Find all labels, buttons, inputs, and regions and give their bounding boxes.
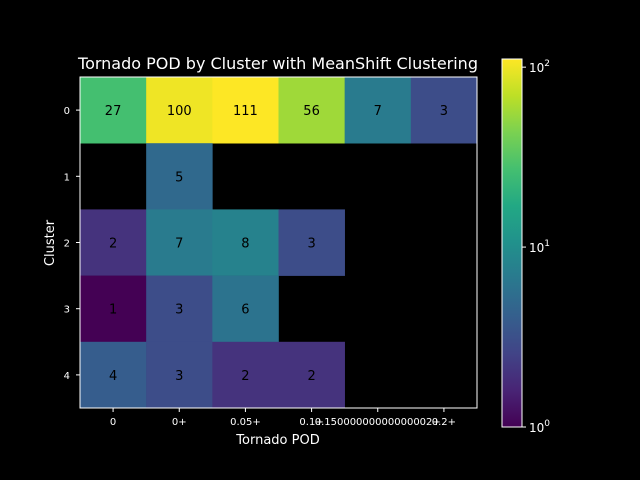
y-tick-label: 0 (64, 106, 70, 117)
y-axis-ticks: 0 1 2 3 4 (64, 106, 80, 382)
heatmap-cell (212, 275, 279, 343)
y-axis-label: Cluster (43, 219, 58, 266)
cell-value-label: 27 (105, 104, 122, 119)
colorbar-tick-label: 101 (529, 239, 550, 255)
x-tick-label: 0+ (172, 417, 187, 428)
y-tick-label: 1 (64, 172, 70, 183)
cell-value-label: 4 (109, 369, 117, 384)
x-tick-label: 0.15000000000000002+ (315, 417, 441, 428)
colorbar-tick-label: 102 (529, 59, 550, 75)
chart-title: Tornado POD by Cluster with MeanShift Cl… (77, 54, 478, 73)
heatmap-cell-labels: 27 100 111 56 7 352 7 8 31 3 64 3 2 2 (105, 104, 448, 384)
x-axis-label: Tornado POD (235, 433, 319, 448)
heatmap-cell (146, 341, 213, 409)
heatmap-cell (80, 275, 147, 343)
colorbar-ticks: 100 101 102 (522, 59, 550, 435)
heatmap-cell (212, 341, 279, 409)
x-tick-label: 0 (110, 417, 116, 428)
heatmap-cell (146, 275, 213, 343)
heatmap-cell (212, 77, 279, 144)
cell-value-label: 2 (109, 237, 117, 252)
x-tick-label: 0.1+ (299, 417, 323, 428)
x-axis-ticks: 0 0+ 0.05+ 0.1+0.15000000000000002+0.2+ (110, 408, 456, 428)
cell-value-label: 6 (241, 303, 249, 318)
cell-value-label: 2 (241, 369, 249, 384)
cell-value-label: 7 (374, 104, 382, 119)
heatmap-cell (278, 77, 345, 144)
cell-value-label: 5 (175, 170, 183, 185)
y-tick-label: 4 (64, 371, 70, 382)
cell-value-label: 3 (440, 104, 448, 119)
heatmap-cell (278, 341, 345, 409)
heatmap-cell (212, 209, 279, 276)
cell-value-label: 3 (175, 303, 183, 318)
cell-value-label: 56 (303, 104, 320, 119)
heatmap-cell (80, 209, 147, 276)
heatmap-cell (146, 209, 213, 276)
heatmap-cell (344, 77, 412, 144)
heatmap-cell (80, 341, 147, 409)
heatmap-cell (80, 77, 147, 144)
colorbar-tick-label: 100 (529, 419, 550, 435)
cell-value-label: 2 (307, 369, 315, 384)
cell-value-label: 1 (109, 303, 117, 318)
heatmap-cell (146, 77, 213, 144)
cell-value-label: 7 (175, 237, 183, 252)
cell-value-label: 3 (175, 369, 183, 384)
heatmap-cell (410, 77, 478, 144)
colorbar (501, 58, 523, 428)
cell-value-label: 100 (167, 104, 192, 119)
cell-value-label: 8 (241, 237, 249, 252)
x-tick-label: 0.2+ (432, 417, 456, 428)
x-tick-label: 0.05+ (230, 417, 261, 428)
cell-value-label: 3 (307, 237, 315, 252)
cell-value-label: 111 (233, 104, 258, 119)
heatmap-cell (146, 143, 213, 210)
y-tick-label: 3 (64, 305, 70, 316)
heatmap-cells (80, 77, 478, 409)
heatmap-cell (278, 209, 345, 276)
y-tick-label: 2 (64, 239, 70, 250)
